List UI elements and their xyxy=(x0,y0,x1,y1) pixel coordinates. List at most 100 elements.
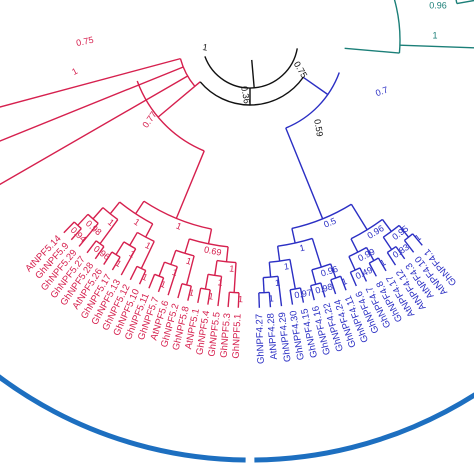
branch xyxy=(456,0,474,5)
support-value: 0.77 xyxy=(140,110,158,130)
branch xyxy=(78,222,99,247)
branch-arc xyxy=(179,58,196,87)
support-value: 0.96 xyxy=(92,244,112,262)
branch-arc xyxy=(285,72,340,129)
support-value: 1 xyxy=(202,42,209,53)
branch xyxy=(359,267,368,282)
support-value: 0.69 xyxy=(203,244,222,257)
branch xyxy=(140,241,155,269)
branch xyxy=(115,241,125,255)
branch-arc xyxy=(204,48,298,89)
branch-arc xyxy=(95,240,105,248)
clade-band xyxy=(0,374,246,463)
support-value: 0.75 xyxy=(292,60,309,80)
branch xyxy=(177,283,183,299)
leaf-label: GhNPF5.1 xyxy=(231,314,244,359)
branch-arc xyxy=(350,218,383,240)
branch-arc xyxy=(269,258,291,263)
support-value: 1 xyxy=(140,271,149,282)
branch xyxy=(285,127,324,220)
branch xyxy=(145,223,154,238)
branch-arc xyxy=(393,0,401,54)
support-value: 1 xyxy=(127,248,136,259)
support-value: 0.36 xyxy=(239,85,252,104)
branch xyxy=(111,256,121,271)
leaf-label: GhNPF4.27 xyxy=(254,314,267,365)
branch-arc xyxy=(310,282,321,287)
branch xyxy=(138,270,147,285)
support-value: 1 xyxy=(114,258,124,269)
support-value: 0.95 xyxy=(390,223,410,241)
branch xyxy=(187,285,192,301)
support-value: 1 xyxy=(268,293,274,303)
branch xyxy=(197,288,202,303)
support-value: 1 xyxy=(171,267,179,278)
support-value: 0.5 xyxy=(322,216,337,230)
branch xyxy=(289,289,294,305)
branch xyxy=(302,76,329,96)
branch-arc xyxy=(181,282,192,287)
branch xyxy=(103,251,113,265)
support-value: 0.7 xyxy=(374,85,389,99)
branch-arc xyxy=(200,287,211,291)
branch xyxy=(185,255,195,286)
branch xyxy=(129,266,138,281)
branch xyxy=(386,252,397,266)
branch xyxy=(217,276,223,307)
branch xyxy=(289,259,296,290)
branch xyxy=(86,240,97,254)
branch xyxy=(349,271,357,287)
support-value: 0.59 xyxy=(312,118,325,137)
support-value: 0.96 xyxy=(365,223,385,241)
support-value: 1 xyxy=(188,287,195,298)
branch xyxy=(237,292,240,308)
branch-arc xyxy=(87,213,99,224)
branch xyxy=(135,200,145,215)
support-value: 1 xyxy=(106,217,116,228)
support-value: 0.75 xyxy=(75,35,94,48)
support-value: 1 xyxy=(70,66,79,77)
branch xyxy=(77,213,89,226)
branch-arc xyxy=(291,203,352,230)
support-value: 1 xyxy=(298,243,305,254)
branch xyxy=(365,247,375,261)
branch xyxy=(412,233,423,246)
branch xyxy=(330,279,337,295)
branch xyxy=(276,246,281,262)
branch xyxy=(344,47,400,54)
support-value: 1 xyxy=(275,278,281,288)
branch xyxy=(348,256,356,271)
support-value: 1 xyxy=(159,279,167,290)
branch xyxy=(207,289,211,305)
branch xyxy=(129,232,138,246)
branch-arc xyxy=(73,221,82,230)
branch xyxy=(0,75,188,186)
branch xyxy=(291,228,296,244)
branch xyxy=(403,239,415,253)
branch-arc xyxy=(136,80,205,152)
branch-arc xyxy=(111,251,121,258)
branch xyxy=(251,59,255,88)
branch xyxy=(299,287,305,303)
branch-arc xyxy=(258,291,270,294)
branch xyxy=(350,238,359,253)
branch xyxy=(204,274,209,290)
branch-arc xyxy=(136,265,147,272)
branch xyxy=(0,57,181,108)
support-value: 1 xyxy=(185,256,193,267)
branch-arc xyxy=(102,207,119,221)
leaf-label: GhNPF5.3 xyxy=(218,313,233,359)
support-value: 0.96 xyxy=(319,264,339,279)
branch xyxy=(0,66,184,142)
branch xyxy=(399,44,474,49)
support-value: 1 xyxy=(340,276,348,287)
branch xyxy=(262,277,265,293)
branch xyxy=(309,285,315,301)
branch-arc xyxy=(119,201,154,225)
branch xyxy=(382,236,393,250)
branch xyxy=(258,292,261,308)
branch xyxy=(170,250,177,265)
support-value: 1 xyxy=(238,294,244,304)
support-value: 1 xyxy=(229,263,235,273)
